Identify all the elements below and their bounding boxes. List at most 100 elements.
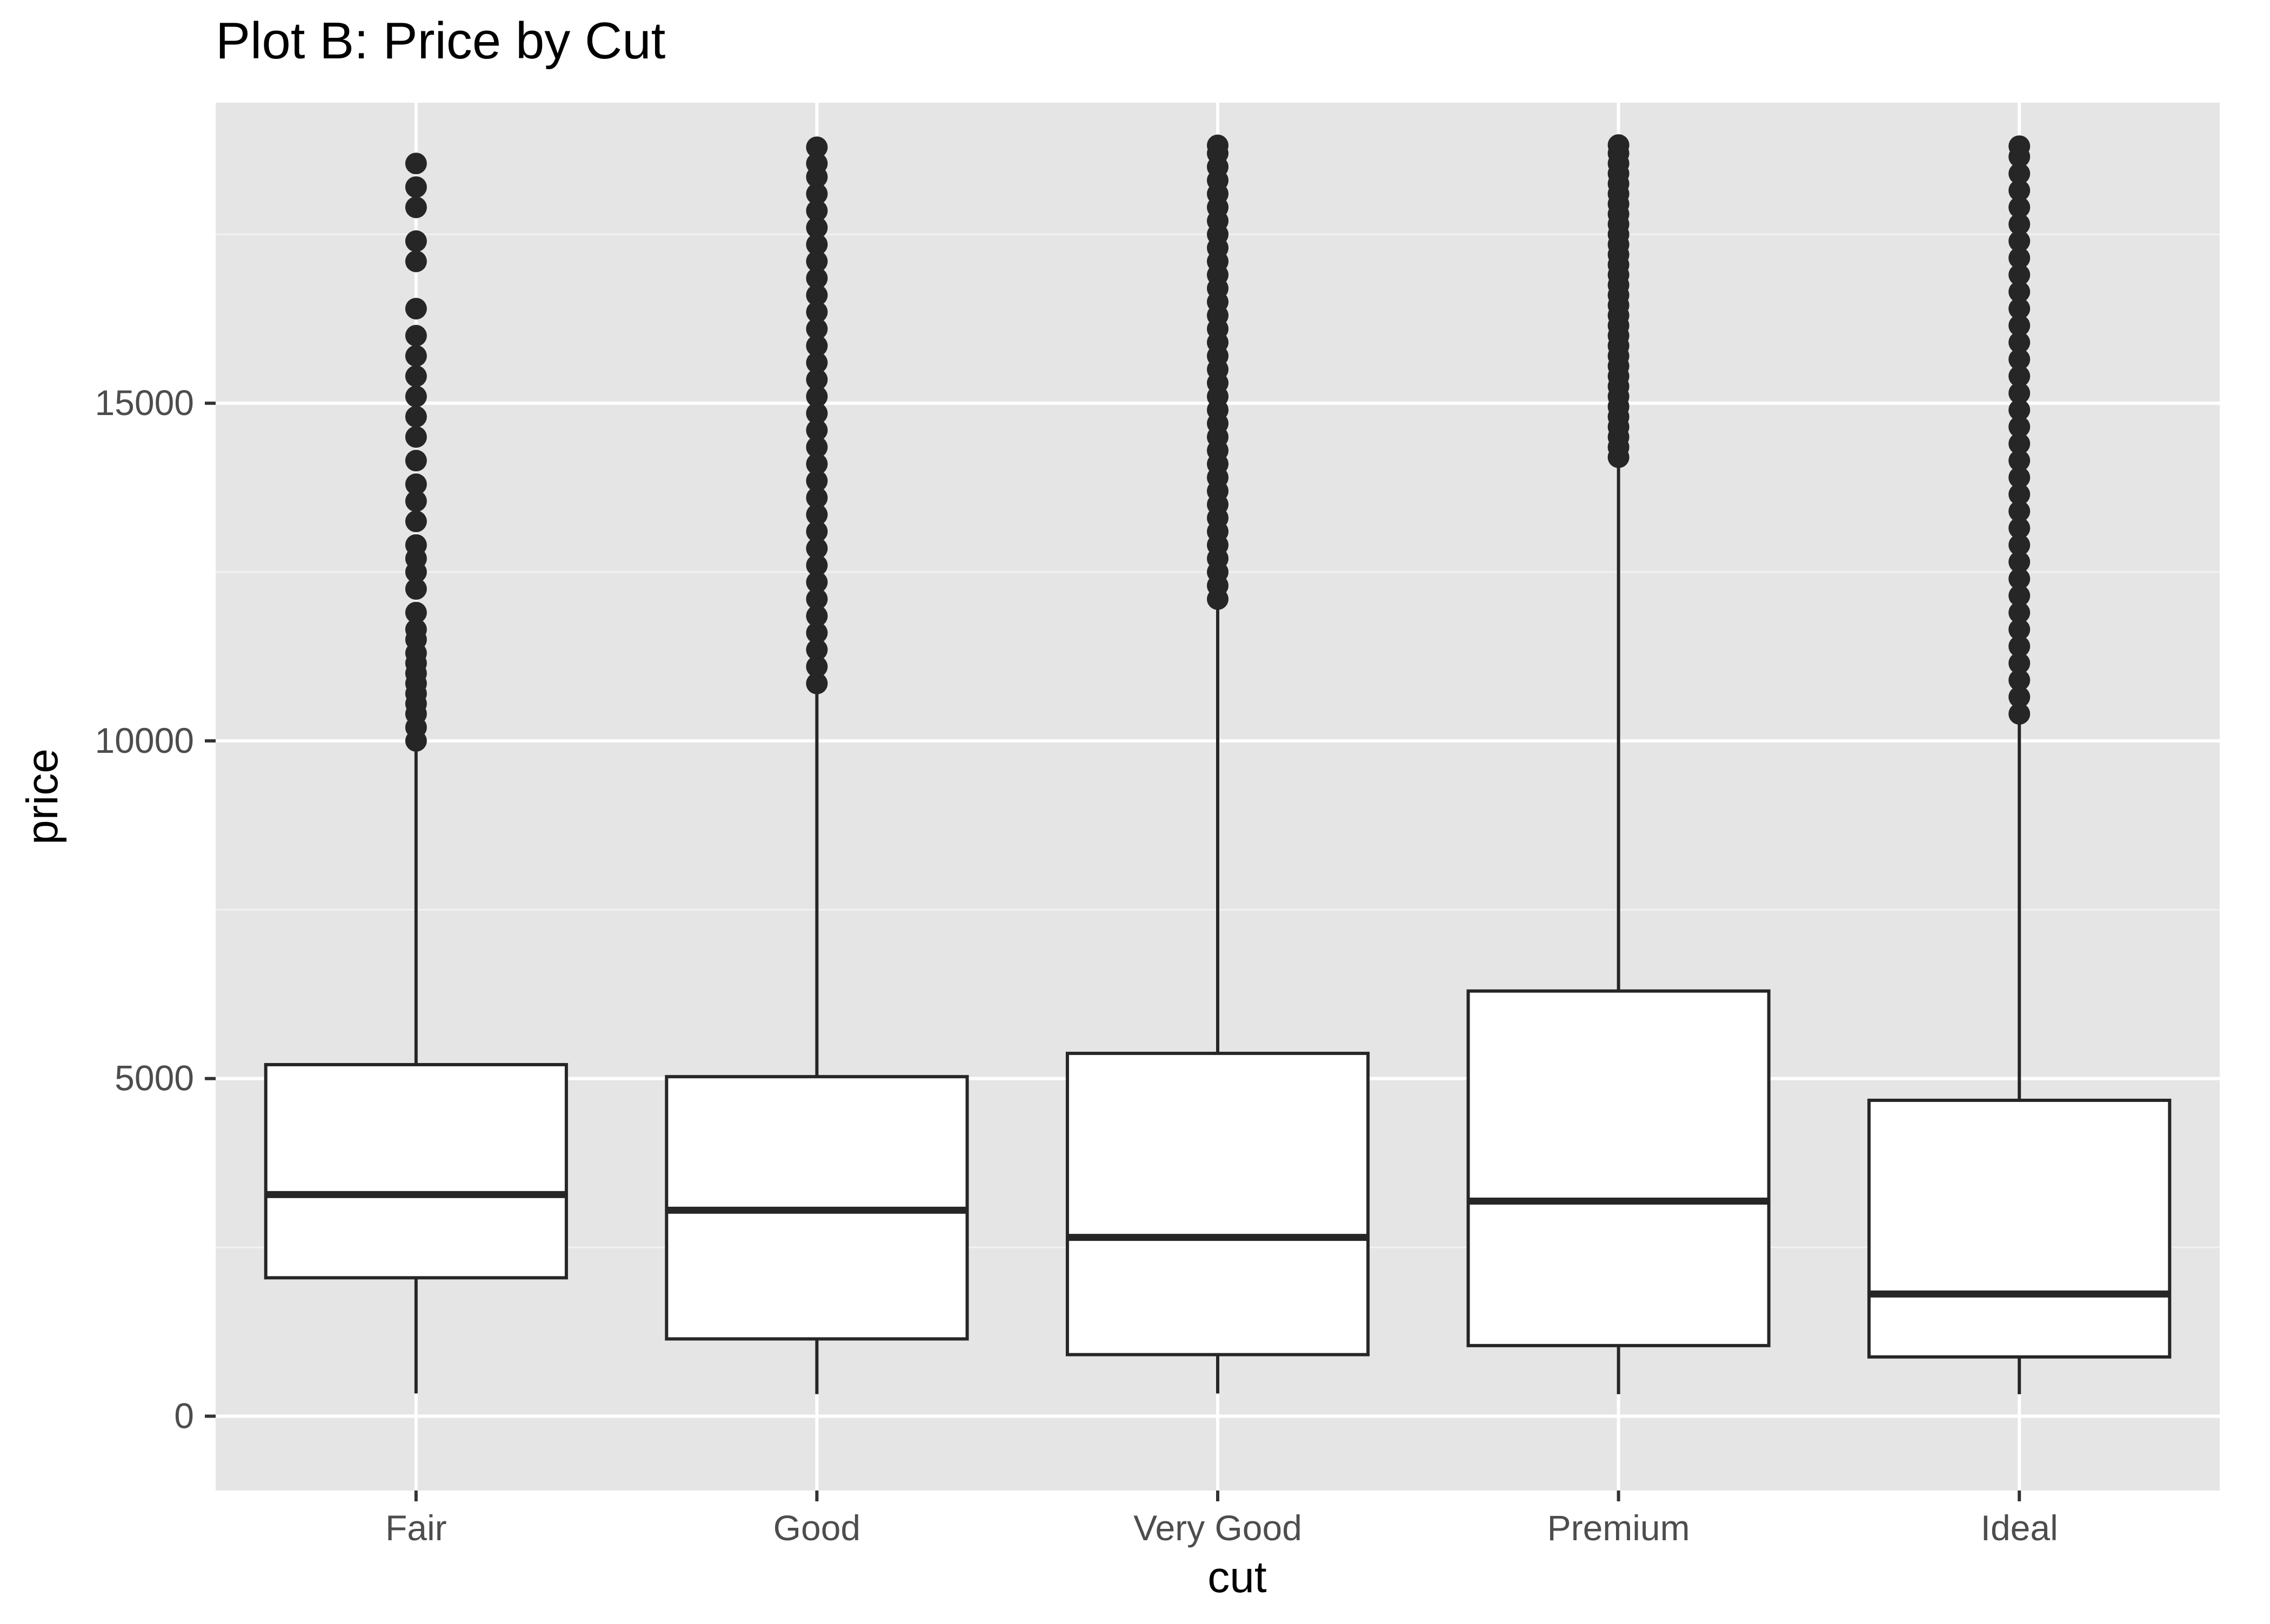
- outlier-point: [2008, 534, 2031, 556]
- outlier-point: [806, 385, 828, 407]
- outlier-point: [2008, 196, 2031, 218]
- outlier-point: [405, 618, 427, 640]
- outlier-point: [2008, 399, 2031, 421]
- outlier-point: [2008, 500, 2031, 523]
- outlier-point: [806, 672, 828, 694]
- outlier-point: [405, 510, 427, 532]
- outlier-point: [806, 470, 828, 492]
- outlier-point: [806, 318, 828, 340]
- y-tick-label: 5000: [115, 1058, 194, 1098]
- outlier-point: [2008, 635, 2031, 657]
- outlier-point: [2008, 416, 2031, 438]
- outlier-point: [2008, 551, 2031, 573]
- box-iqr: [264, 1062, 568, 1280]
- outlier-point: [2008, 315, 2031, 337]
- outlier-point: [2008, 247, 2031, 269]
- outlier-point: [806, 335, 828, 357]
- outlier-point: [806, 453, 828, 475]
- axes: 0 5000 10000 15000 Fair Good Very Good Premium I…: [95, 383, 2058, 1548]
- outlier-point: [2008, 179, 2031, 202]
- outlier-point: [2008, 298, 2031, 320]
- outlier-point: [405, 578, 427, 600]
- outlier-point: [405, 490, 427, 512]
- outlier-point: [806, 487, 828, 509]
- outlier-point: [2008, 348, 2031, 370]
- outlier-point: [806, 639, 828, 661]
- y-axis-title: price: [18, 748, 67, 845]
- outlier-point: [405, 602, 427, 624]
- outlier-point: [405, 534, 427, 556]
- outlier-point: [405, 176, 427, 198]
- y-tick-label: 10000: [95, 720, 194, 760]
- outlier-point: [806, 352, 828, 374]
- outlier-point: [806, 656, 828, 678]
- outlier-point: [405, 450, 427, 472]
- outlier-point: [2008, 331, 2031, 353]
- outlier-point: [405, 385, 427, 407]
- x-tick-label: Premium: [1547, 1508, 1690, 1548]
- outlier-point: [806, 419, 828, 442]
- outlier-point: [806, 369, 828, 391]
- chart-title: Plot B: Price by Cut: [216, 12, 665, 70]
- outlier-point: [2008, 213, 2031, 235]
- outlier-point: [806, 504, 828, 526]
- box-group-premium: [1466, 134, 1771, 1394]
- outlier-point: [2008, 163, 2031, 185]
- x-tick-label: Good: [773, 1508, 860, 1548]
- box-group-ideal: [1867, 135, 2172, 1394]
- outlier-point: [2008, 618, 2031, 640]
- outlier-point: [2008, 585, 2031, 607]
- outlier-point: [2008, 517, 2031, 539]
- outlier-point: [806, 571, 828, 593]
- outlier-point: [806, 402, 828, 424]
- boxes: [264, 134, 2172, 1394]
- outlier-point: [806, 301, 828, 323]
- outlier-point: [2008, 466, 2031, 489]
- outlier-point: [405, 298, 427, 320]
- outlier-point: [806, 554, 828, 576]
- outlier-point: [405, 473, 427, 496]
- box-iqr: [1065, 1052, 1370, 1356]
- box-group-very-good: [1065, 134, 1370, 1394]
- x-tick-label: Very Good: [1133, 1508, 1302, 1548]
- outlier-point: [2008, 483, 2031, 505]
- outlier-point: [2008, 433, 2031, 455]
- outlier-point: [806, 436, 828, 458]
- outlier-point: [806, 152, 828, 175]
- x-axis-title: cut: [1207, 1553, 1267, 1602]
- outlier-point: [806, 217, 828, 239]
- outlier-point: [806, 250, 828, 272]
- outlier-point: [2008, 602, 2031, 624]
- x-tick-label: Fair: [385, 1508, 447, 1548]
- box-iqr: [1466, 989, 1771, 1347]
- outlier-point: [405, 196, 427, 218]
- outlier-point: [806, 199, 828, 222]
- outlier-point: [806, 605, 828, 627]
- outlier-point: [2008, 382, 2031, 404]
- outlier-point: [405, 365, 427, 387]
- outlier-point: [2008, 669, 2031, 691]
- outlier-point: [2008, 230, 2031, 252]
- outlier-point: [405, 345, 427, 367]
- outlier-point: [2008, 365, 2031, 387]
- outlier-point: [405, 325, 427, 347]
- y-tick-label: 15000: [95, 383, 194, 423]
- outlier-point: [2008, 280, 2031, 303]
- outlier-point: [2008, 652, 2031, 674]
- outlier-point: [806, 233, 828, 256]
- x-tick-label: Ideal: [1981, 1508, 2058, 1548]
- outlier-point: [1207, 134, 1229, 156]
- outlier-point: [806, 537, 828, 559]
- outlier-point: [405, 426, 427, 448]
- outlier-point: [2008, 264, 2031, 286]
- outlier-point: [2008, 135, 2031, 157]
- outlier-point: [806, 267, 828, 289]
- box-iqr: [1867, 1098, 2172, 1359]
- box-group-good: [665, 136, 969, 1394]
- outlier-point: [405, 250, 427, 272]
- y-tick-label: 0: [174, 1396, 194, 1436]
- box-group-fair: [264, 152, 568, 1394]
- outlier-point: [405, 152, 427, 175]
- outlier-point: [2008, 567, 2031, 590]
